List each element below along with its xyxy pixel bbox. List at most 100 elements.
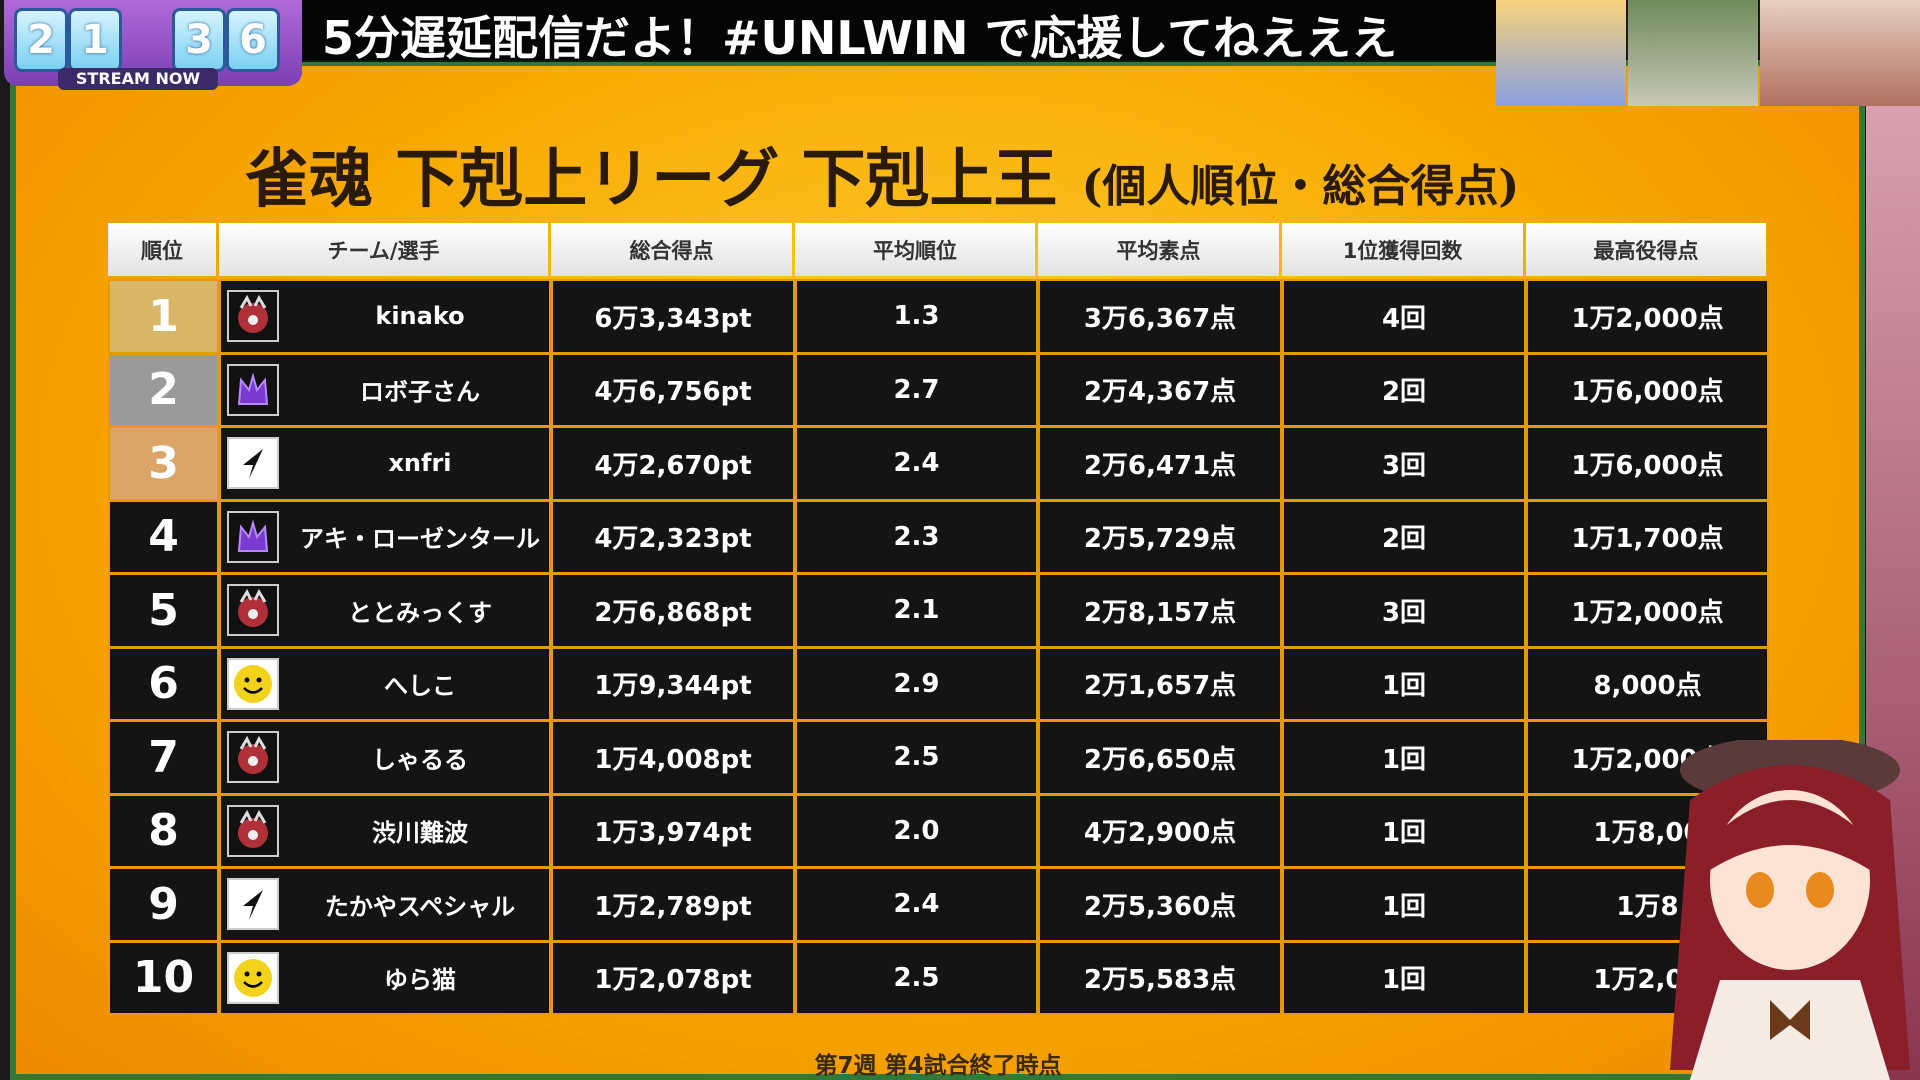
stat-value: 4回 xyxy=(1381,303,1427,334)
player-name: たかやスペシャル xyxy=(324,892,516,921)
stat-cell: 1万2,000点 xyxy=(1526,573,1769,648)
column-header: 総合得点 xyxy=(551,223,792,276)
stat-cell: 1万2,000点 xyxy=(1526,279,1769,354)
team-icon xyxy=(227,731,279,783)
team-icon xyxy=(227,657,279,710)
stat-value: 4万2,323pt xyxy=(594,524,752,555)
stat-cell: 2.0 xyxy=(795,793,1038,868)
vtuber-avatar xyxy=(1670,740,1910,1080)
stat-value: 3回 xyxy=(1381,450,1427,481)
stat-value: 2回 xyxy=(1381,524,1427,555)
stat-cell: 2.1 xyxy=(795,573,1038,648)
stat-cell: 1回 xyxy=(1282,720,1526,795)
stat-value: 1万8 xyxy=(1616,891,1679,922)
rank-cell: 5 xyxy=(108,573,219,648)
stat-cell: 1万2,789pt xyxy=(551,867,795,942)
team-icon xyxy=(227,290,279,342)
player-name: xnfri xyxy=(388,449,452,478)
rank-cell: 9 xyxy=(108,867,219,942)
stat-cell: 2万6,471点 xyxy=(1038,426,1282,501)
player-name: しゃるる xyxy=(372,745,468,774)
stat-cell: 1万1,700点 xyxy=(1526,499,1769,574)
subtitle: (個人順位・総合得点) xyxy=(1081,161,1520,212)
column-header: 平均素点 xyxy=(1038,223,1279,276)
stat-cell: 1回 xyxy=(1282,646,1526,721)
rank-cell: 1 xyxy=(108,279,219,354)
stat-value: 1回 xyxy=(1381,671,1427,702)
player-name: ととみっくす xyxy=(348,598,492,627)
stat-value: 1回 xyxy=(1381,891,1427,922)
stat-value: 2万5,360点 xyxy=(1083,891,1237,922)
stat-value: 2.1 xyxy=(893,595,940,626)
rank: 4 xyxy=(148,511,179,563)
stat-cell: 8,000点 xyxy=(1526,646,1769,721)
guest-thumbnail xyxy=(1496,0,1626,106)
rank: 2 xyxy=(148,364,179,416)
stat-cell: 6万3,343pt xyxy=(551,279,795,354)
footer-note: 第7週 第4試合終了時点 xyxy=(814,1053,1062,1079)
stat-value: 3万6,367点 xyxy=(1083,303,1237,334)
rank: 5 xyxy=(148,584,179,636)
stat-value: 2万6,868pt xyxy=(594,597,752,628)
stat-cell: 3回 xyxy=(1282,573,1526,648)
stat-cell: 2万1,657点 xyxy=(1038,646,1282,721)
stat-cell: 1万6,000点 xyxy=(1526,352,1769,427)
rank: 1 xyxy=(148,290,179,342)
stat-value: 1万8,00 xyxy=(1593,818,1702,849)
player-name: ゆら猫 xyxy=(384,966,456,995)
stat-value: 1万2,000点 xyxy=(1571,597,1724,628)
stat-value: 1回 xyxy=(1381,965,1427,996)
rank-cell: 7 xyxy=(108,720,219,795)
stat-cell: 2回 xyxy=(1282,352,1526,427)
rank-cell: 10 xyxy=(108,940,219,1015)
stat-value: 2万8,157点 xyxy=(1083,597,1237,628)
rank: 6 xyxy=(148,658,179,710)
column-header: チーム/選手 xyxy=(219,223,548,276)
rank: 8 xyxy=(148,805,179,857)
stat-cell: 2万6,868pt xyxy=(551,573,795,648)
player-name: kinako xyxy=(375,302,465,331)
guest-thumbnail xyxy=(1628,0,1758,106)
stat-cell: 2.9 xyxy=(795,646,1038,721)
stat-value: 2.7 xyxy=(893,374,940,405)
stat-value: 1万9,344pt xyxy=(594,671,752,702)
stat-value: 3回 xyxy=(1381,597,1427,628)
stat-value: 2万1,657点 xyxy=(1083,671,1237,702)
ticker-bar xyxy=(300,0,1500,62)
stat-value: 1万2,078pt xyxy=(594,965,752,996)
stat-cell: 4万2,900点 xyxy=(1038,793,1282,868)
stat-cell: 2.4 xyxy=(795,867,1038,942)
team-icon xyxy=(227,437,279,489)
ticker-text: 5分遅延配信だよ！#UNLWIN で応援してねえええ xyxy=(322,11,1398,65)
team-icon xyxy=(227,584,279,636)
stat-value: 2万4,367点 xyxy=(1083,377,1237,408)
stat-value: 1万3,974pt xyxy=(594,818,752,849)
stat-value: 2.4 xyxy=(893,448,940,479)
team-icon xyxy=(227,878,279,930)
title: 雀魂 下剋上リーグ 下剋上王 xyxy=(245,142,1058,217)
stat-cell: 2万4,367点 xyxy=(1038,352,1282,427)
column-header: 順位 xyxy=(108,223,216,276)
stat-value: 2.4 xyxy=(893,889,940,920)
stat-cell: 1.3 xyxy=(795,279,1038,354)
player-name: へしこ xyxy=(384,672,456,701)
stat-value: 2.5 xyxy=(893,962,940,993)
stat-cell: 2万5,360点 xyxy=(1038,867,1282,942)
stat-value: 1万2,789pt xyxy=(594,891,752,922)
team-icon xyxy=(227,804,279,857)
stat-value: 2万6,650点 xyxy=(1083,744,1237,775)
guest-thumbnail xyxy=(1760,0,1920,106)
team-icon xyxy=(227,951,279,1004)
stat-value: 1万2,000点 xyxy=(1571,303,1724,334)
stat-cell: 2回 xyxy=(1282,499,1526,574)
stat-cell: 1万6,000点 xyxy=(1526,426,1769,501)
stat-cell: 2.5 xyxy=(795,940,1038,1015)
rank-cell: 3 xyxy=(108,426,219,501)
stat-cell: 1回 xyxy=(1282,867,1526,942)
stat-cell: 2.3 xyxy=(795,499,1038,574)
stat-cell: 4回 xyxy=(1282,279,1526,354)
stat-cell: 1万3,974pt xyxy=(551,793,795,868)
stat-cell: 2.5 xyxy=(795,720,1038,795)
player-name: ロボ子さん xyxy=(360,378,480,407)
stat-cell: 4万2,670pt xyxy=(551,426,795,501)
